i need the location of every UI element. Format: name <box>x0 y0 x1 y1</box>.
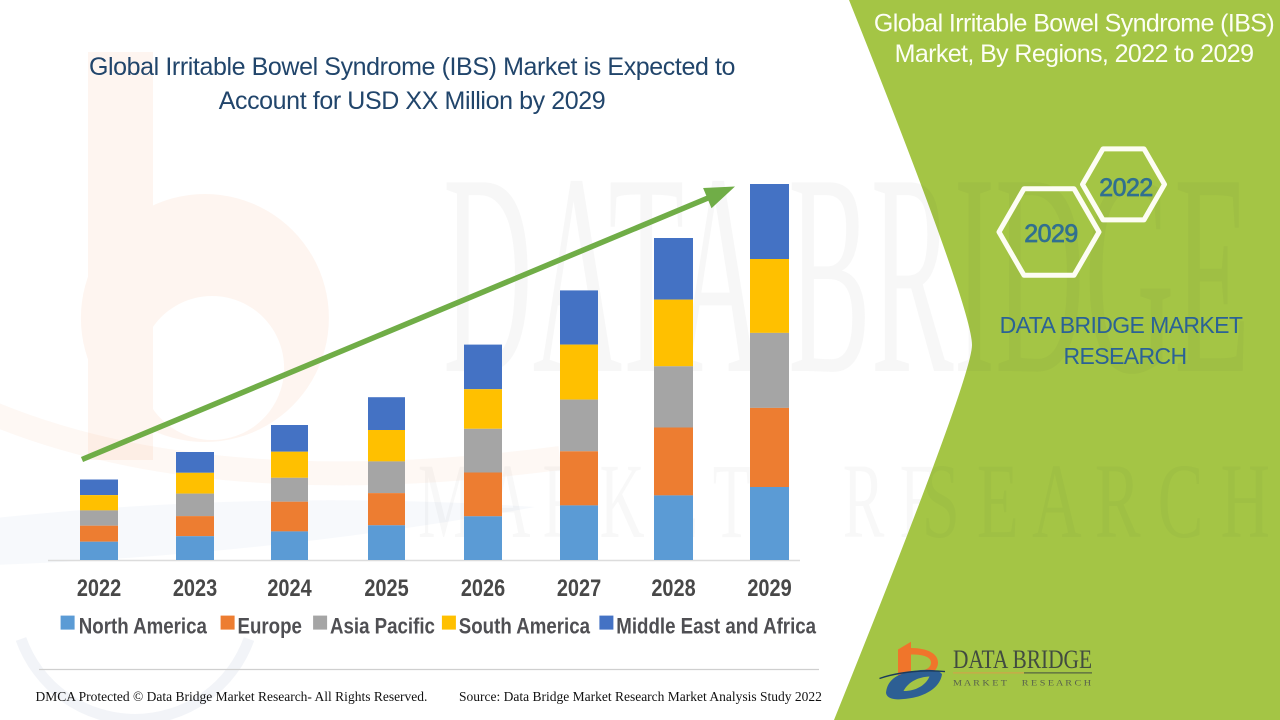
svg-text:2022: 2022 <box>1099 174 1153 202</box>
svg-text:South America: South America <box>459 615 591 639</box>
svg-text:DATA BRIDGE: DATA BRIDGE <box>953 645 1092 674</box>
svg-text:M A R K E T R E S E A R C H: M A R K E T R E S E A R C H <box>953 679 1091 688</box>
svg-text:Source: Data Bridge Market Res: Source: Data Bridge Market Research Mark… <box>459 689 822 704</box>
svg-text:Middle East and Africa: Middle East and Africa <box>616 615 816 639</box>
svg-text:RESEARCH: RESEARCH <box>1063 343 1186 369</box>
svg-text:2029: 2029 <box>747 574 791 601</box>
svg-text:2026: 2026 <box>461 574 505 601</box>
svg-text:2022: 2022 <box>77 574 121 601</box>
svg-text:Market, By Regions, 2022 to 20: Market, By Regions, 2022 to 2029 <box>895 40 1254 68</box>
svg-text:Global Irritable Bowel Syndrom: Global Irritable Bowel Syndrome (IBS) Ma… <box>89 53 735 81</box>
svg-text:Global Irritable Bowel Syndrom: Global Irritable Bowel Syndrome (IBS) <box>874 10 1274 38</box>
svg-text:Account for USD XX Million by: Account for USD XX Million by 2029 <box>219 87 606 115</box>
svg-text:Europe: Europe <box>238 615 302 639</box>
svg-text:2024: 2024 <box>267 574 312 601</box>
svg-text:2028: 2028 <box>651 574 695 601</box>
svg-text:DMCA Protected © Data Bridge M: DMCA Protected © Data Bridge Market Rese… <box>36 689 428 704</box>
svg-text:2023: 2023 <box>173 574 217 601</box>
svg-text:2025: 2025 <box>364 574 408 601</box>
svg-text:North America: North America <box>79 615 208 639</box>
svg-text:Asia Pacific: Asia Pacific <box>330 615 435 639</box>
svg-text:2027: 2027 <box>557 574 601 601</box>
svg-text:2029: 2029 <box>1024 220 1078 248</box>
svg-text:DATA BRIDGE MARKET: DATA BRIDGE MARKET <box>1000 312 1243 338</box>
